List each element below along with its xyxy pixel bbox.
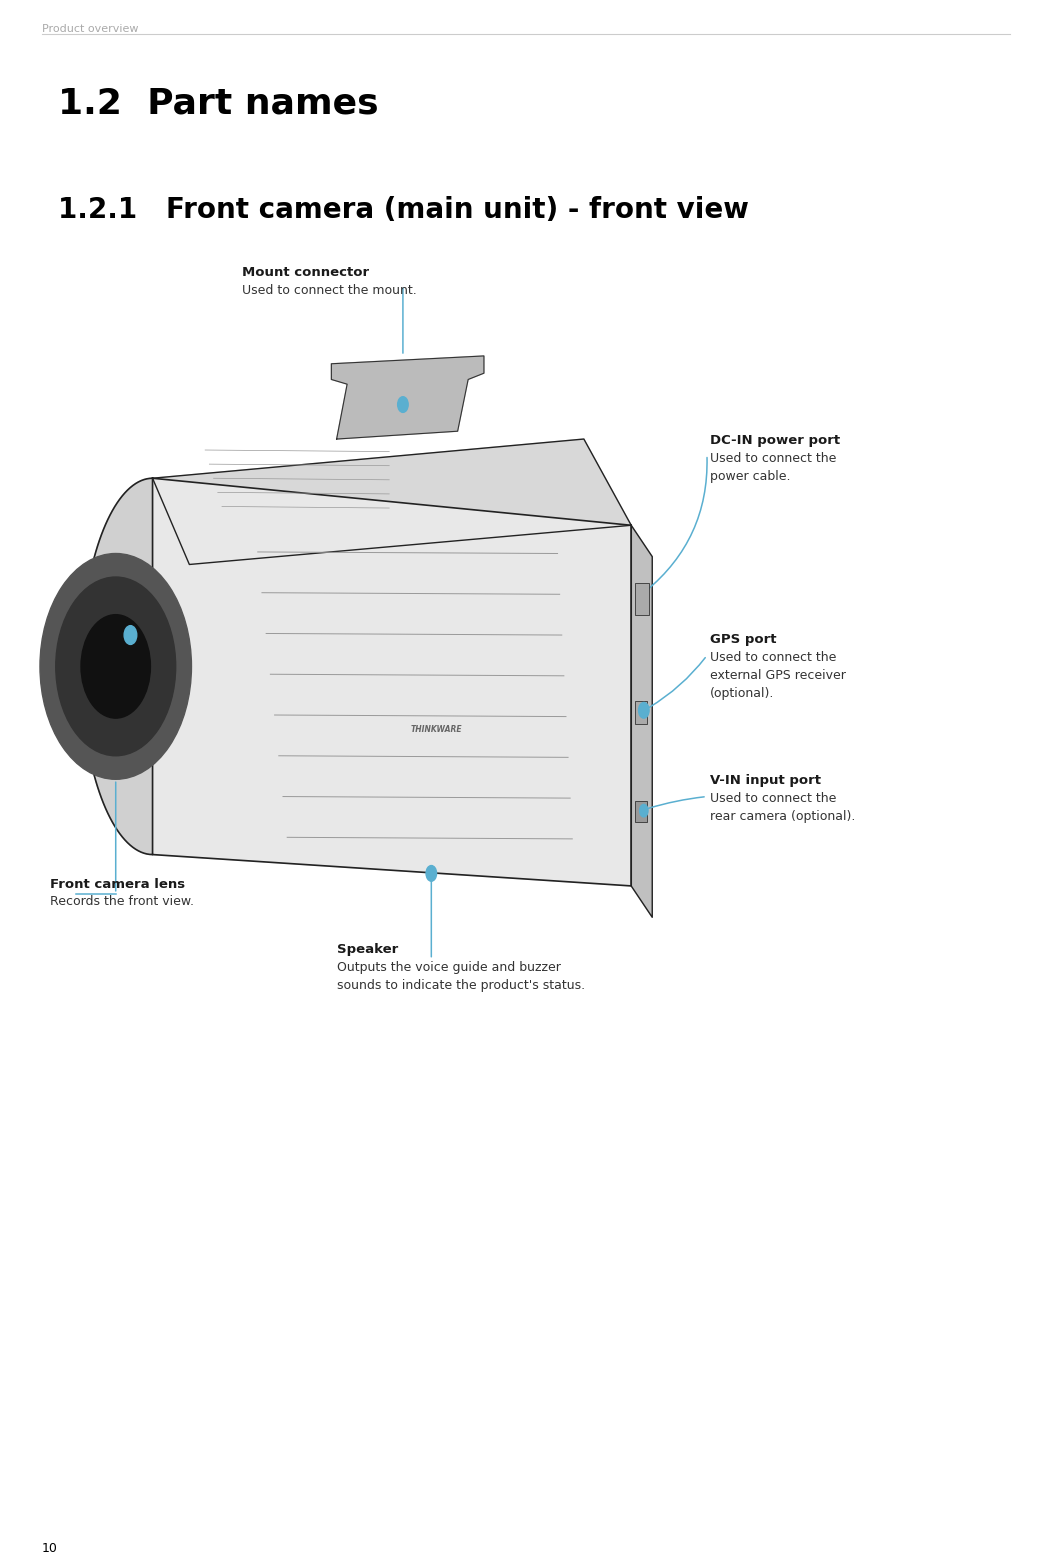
Polygon shape (81, 478, 153, 855)
Text: Records the front view.: Records the front view. (50, 895, 195, 908)
Text: Used to connect the
power cable.: Used to connect the power cable. (710, 452, 836, 483)
Text: Used to connect the
rear camera (optional).: Used to connect the rear camera (optiona… (710, 792, 855, 823)
Polygon shape (153, 478, 631, 886)
Polygon shape (153, 439, 631, 564)
Text: 10: 10 (42, 1543, 58, 1555)
Text: Product overview: Product overview (42, 24, 139, 33)
Text: Used to connect the mount.: Used to connect the mount. (242, 284, 417, 296)
Text: Front camera lens: Front camera lens (50, 878, 185, 891)
Text: Used to connect the
external GPS receiver
(optional).: Used to connect the external GPS receive… (710, 651, 846, 699)
Polygon shape (631, 525, 652, 917)
Text: Outputs the voice guide and buzzer
sounds to indicate the product's status.: Outputs the voice guide and buzzer sound… (337, 961, 585, 993)
Polygon shape (331, 356, 484, 439)
Text: DC-IN power port: DC-IN power port (710, 434, 841, 447)
Text: THINKWARE: THINKWARE (410, 724, 463, 734)
Circle shape (56, 577, 176, 756)
FancyBboxPatch shape (635, 583, 649, 615)
Circle shape (639, 702, 649, 718)
Circle shape (398, 397, 408, 412)
Circle shape (124, 626, 137, 644)
FancyBboxPatch shape (635, 801, 647, 822)
Text: Mount connector: Mount connector (242, 267, 369, 279)
Text: 1.2.1   Front camera (main unit) - front view: 1.2.1 Front camera (main unit) - front v… (58, 196, 749, 224)
Circle shape (40, 554, 191, 779)
Text: Speaker: Speaker (337, 944, 398, 956)
FancyBboxPatch shape (635, 701, 647, 724)
Text: GPS port: GPS port (710, 633, 776, 646)
Circle shape (81, 615, 150, 718)
Circle shape (426, 866, 437, 881)
Circle shape (640, 804, 648, 817)
Text: 1.2  Part names: 1.2 Part names (58, 86, 379, 121)
Text: V-IN input port: V-IN input port (710, 775, 822, 787)
